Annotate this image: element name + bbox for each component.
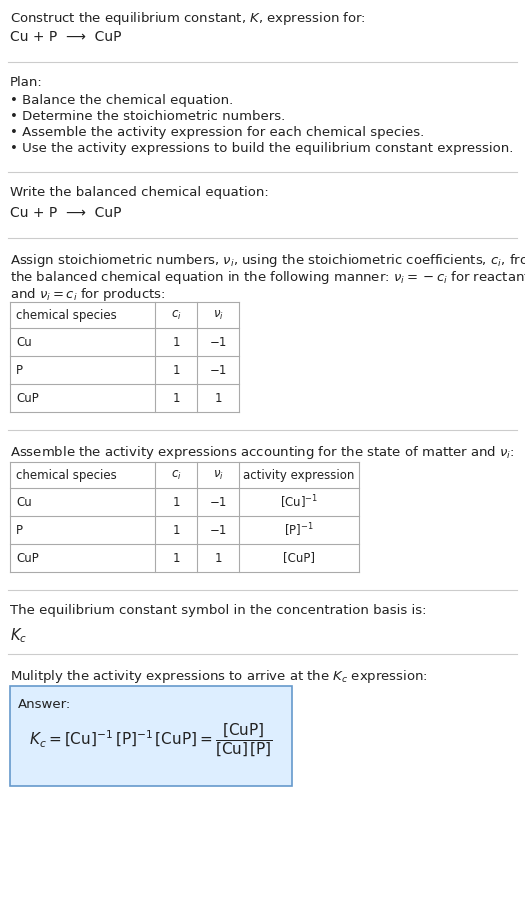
Text: Cu + P  ⟶  CuP: Cu + P ⟶ CuP xyxy=(10,206,121,220)
Text: P: P xyxy=(16,363,23,376)
FancyBboxPatch shape xyxy=(10,686,292,786)
Text: Assign stoichiometric numbers, $\nu_i$, using the stoichiometric coefficients, $: Assign stoichiometric numbers, $\nu_i$, … xyxy=(10,252,525,269)
Text: $[\mathrm{P}]^{-1}$: $[\mathrm{P}]^{-1}$ xyxy=(284,521,314,538)
Text: P: P xyxy=(16,524,23,537)
Text: $\nu_i$: $\nu_i$ xyxy=(213,309,224,322)
Text: • Balance the chemical equation.: • Balance the chemical equation. xyxy=(10,94,233,107)
Text: Cu + P  ⟶  CuP: Cu + P ⟶ CuP xyxy=(10,30,121,44)
Text: 1: 1 xyxy=(214,392,222,405)
Text: 1: 1 xyxy=(214,551,222,564)
Text: Mulitply the activity expressions to arrive at the $K_c$ expression:: Mulitply the activity expressions to arr… xyxy=(10,668,428,685)
Text: −1: −1 xyxy=(209,524,227,537)
Text: Cu: Cu xyxy=(16,495,32,509)
Text: CuP: CuP xyxy=(16,551,39,564)
Text: $\nu_i$: $\nu_i$ xyxy=(213,468,224,481)
Text: −1: −1 xyxy=(209,495,227,509)
Text: activity expression: activity expression xyxy=(243,468,355,481)
Text: • Use the activity expressions to build the equilibrium constant expression.: • Use the activity expressions to build … xyxy=(10,142,513,155)
Text: Answer:: Answer: xyxy=(18,698,71,711)
Text: the balanced chemical equation in the following manner: $\nu_i = -c_i$ for react: the balanced chemical equation in the fo… xyxy=(10,269,525,286)
Text: chemical species: chemical species xyxy=(16,468,117,481)
Text: Write the balanced chemical equation:: Write the balanced chemical equation: xyxy=(10,186,269,199)
Text: 1: 1 xyxy=(172,336,180,349)
Text: and $\nu_i = c_i$ for products:: and $\nu_i = c_i$ for products: xyxy=(10,286,165,303)
Text: chemical species: chemical species xyxy=(16,309,117,322)
Text: Cu: Cu xyxy=(16,336,32,349)
Text: $K_c = [\mathrm{Cu}]^{-1}\,[\mathrm{P}]^{-1}\,[\mathrm{CuP}] = \dfrac{[\mathrm{C: $K_c = [\mathrm{Cu}]^{-1}\,[\mathrm{P}]^… xyxy=(29,721,273,759)
Text: 1: 1 xyxy=(172,392,180,405)
Text: $K_c$: $K_c$ xyxy=(10,626,27,644)
Text: −1: −1 xyxy=(209,336,227,349)
Text: [CuP]: [CuP] xyxy=(283,551,315,564)
Text: Construct the equilibrium constant, $K$, expression for:: Construct the equilibrium constant, $K$,… xyxy=(10,10,366,27)
Text: The equilibrium constant symbol in the concentration basis is:: The equilibrium constant symbol in the c… xyxy=(10,604,426,617)
Text: 1: 1 xyxy=(172,363,180,376)
Text: 1: 1 xyxy=(172,495,180,509)
Text: 1: 1 xyxy=(172,524,180,537)
Text: Plan:: Plan: xyxy=(10,76,43,89)
Text: $[\mathrm{Cu}]^{-1}$: $[\mathrm{Cu}]^{-1}$ xyxy=(280,493,318,511)
Text: Assemble the activity expressions accounting for the state of matter and $\nu_i$: Assemble the activity expressions accoun… xyxy=(10,444,514,461)
Text: • Determine the stoichiometric numbers.: • Determine the stoichiometric numbers. xyxy=(10,110,285,123)
Text: 1: 1 xyxy=(172,551,180,564)
Text: $c_i$: $c_i$ xyxy=(171,309,181,322)
Text: CuP: CuP xyxy=(16,392,39,405)
Text: • Assemble the activity expression for each chemical species.: • Assemble the activity expression for e… xyxy=(10,126,424,139)
Text: −1: −1 xyxy=(209,363,227,376)
Text: $c_i$: $c_i$ xyxy=(171,468,181,481)
